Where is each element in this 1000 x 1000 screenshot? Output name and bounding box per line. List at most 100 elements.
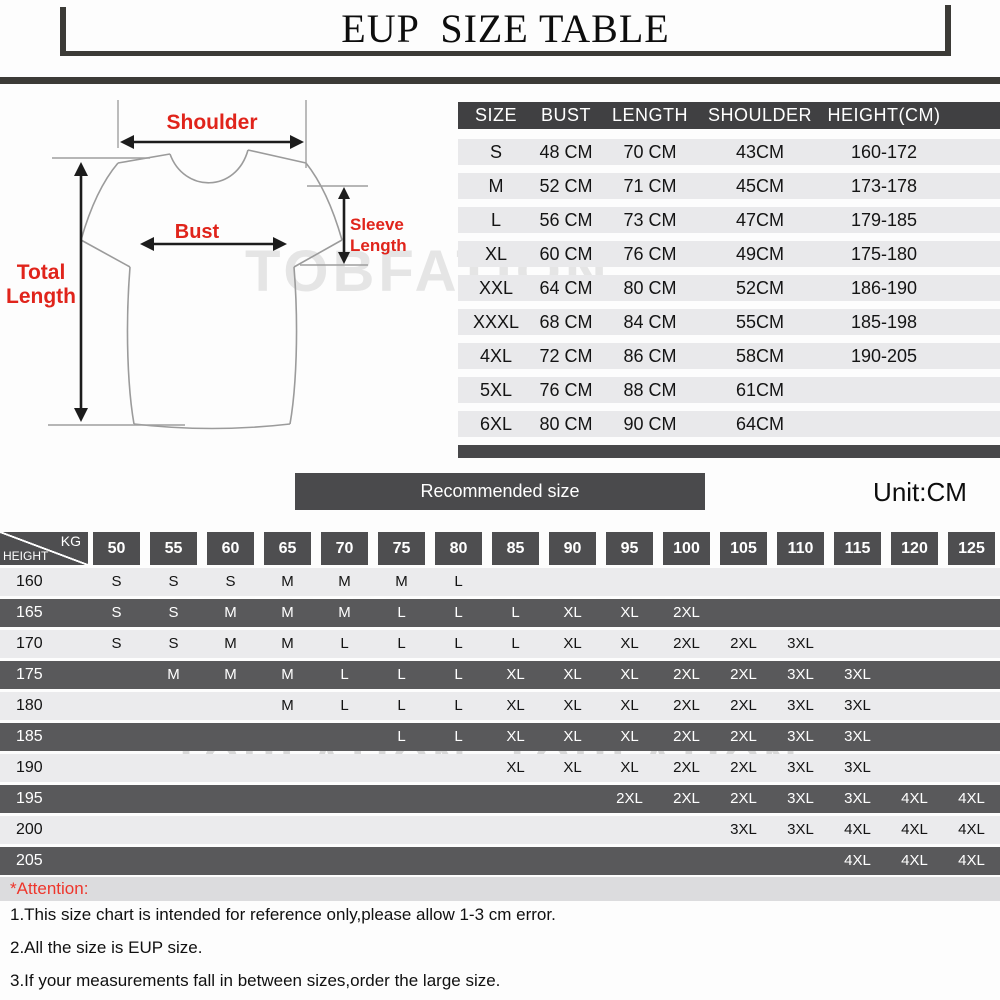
matrix-row: 195 2XL 2XL 2XL 3XL 3XL 4XL 4XL (0, 785, 1000, 813)
recommended-size-cell (943, 754, 1000, 782)
recommended-size-cell: M (281, 573, 294, 590)
recommended-size-cell (886, 692, 943, 720)
recommended-size-cell: 3XL (730, 821, 757, 838)
height-row-label: 205 (16, 852, 43, 869)
size-table: SIZE BUST LENGTH SHOULDER HEIGHT(CM) S 48 CM 7… (458, 102, 1000, 437)
recommended-size-cell (715, 568, 772, 596)
recommended-size-cell (316, 754, 373, 782)
kg-axis-label: KG (60, 533, 81, 549)
recommended-size-cell (145, 847, 202, 875)
size-table-cell: 64 CM (539, 278, 593, 298)
height-row-label: 160 (16, 573, 43, 590)
recommended-size-cell (886, 723, 943, 751)
recommended-size-cell: S (168, 604, 179, 621)
recommended-size-cell: XL (563, 635, 582, 652)
recommended-size-cell: L (397, 728, 406, 745)
size-table-cell: 72 CM (539, 346, 593, 366)
height-row-label: 200 (16, 821, 43, 838)
weight-column-header: 50 (93, 532, 140, 565)
weight-column-header: 120 (891, 532, 938, 565)
recommended-size-cell (88, 692, 145, 720)
recommended-size-cell: 2XL (673, 604, 700, 621)
recommended-size-cell: 2XL (673, 759, 700, 776)
recommended-size-cell: 3XL (844, 759, 871, 776)
size-table-column-header: SHOULDER (707, 105, 813, 125)
recommended-size-cell (544, 568, 601, 596)
recommended-size-cell: 2XL (730, 635, 757, 652)
recommended-size-cell: L (454, 604, 463, 621)
unit-label: Unit:CM (873, 477, 967, 507)
bust-label: Bust (175, 221, 220, 243)
recommended-size-cell (544, 816, 601, 844)
recommended-size-cell (202, 785, 259, 813)
bust-arrow (140, 237, 287, 251)
recommended-size-cell: L (397, 635, 406, 652)
size-table-cell: 48 CM (539, 142, 593, 162)
recommended-size-cell (316, 723, 373, 751)
recommended-size-cell (715, 599, 772, 627)
recommended-size-cell (430, 816, 487, 844)
recommended-size-cell: 2XL (730, 728, 757, 745)
recommended-size-cell (487, 816, 544, 844)
size-table-cell: 52CM (735, 278, 784, 298)
recommended-size-cell (601, 816, 658, 844)
header-divider-bar (0, 77, 1000, 84)
recommended-size-cell: L (511, 604, 520, 621)
recommended-size-cell: 2XL (673, 728, 700, 745)
size-table-cell: 84 CM (623, 312, 677, 332)
recommended-size-cell (316, 816, 373, 844)
sleeve-length-label-line1: Sleeve (350, 215, 404, 234)
height-row-label: 190 (16, 759, 43, 776)
size-table-cell: 43CM (735, 142, 784, 162)
recommended-size-cell: XL (620, 666, 639, 683)
height-row-label: 175 (16, 666, 43, 683)
sleeve-length-arrow (338, 187, 350, 264)
recommended-size-cell: L (397, 604, 406, 621)
attention-note: 2.All the size is EUP size. (10, 938, 203, 957)
matrix-row: 190 XL XL XL 2XL 2XL 3XL 3XL (0, 754, 1000, 782)
fit-matrix-body: 160 S S S M M M L 165 S S M M M L L L XL XL 2XL 170 S S M M L L L L X… (0, 568, 1000, 875)
recommended-size-cell: XL (620, 604, 639, 621)
recommended-size-cell (316, 847, 373, 875)
recommended-size-cell (886, 630, 943, 658)
recommended-size-cell: 4XL (958, 821, 985, 838)
weight-column-header: 60 (207, 532, 254, 565)
size-table-body: S 48 CM 70 CM 43CM 160-172 M 52 CM 71 CM 45CM 173… (458, 139, 1000, 437)
sleeve-length-label-line2: Length (350, 236, 407, 255)
size-table-cell: 70 CM (623, 142, 677, 162)
recommended-size-cell (88, 723, 145, 751)
size-table-row: 5XL 76 CM 88 CM 61CM (458, 377, 1000, 403)
recommended-size-cell (145, 785, 202, 813)
title-left-tick (60, 7, 66, 56)
recommended-size-cell: 3XL (844, 666, 871, 683)
recommended-size-cell (373, 816, 430, 844)
recommended-size-cell: L (454, 666, 463, 683)
matrix-row: 200 3XL 3XL 4XL 4XL 4XL (0, 816, 1000, 844)
recommended-size-cell: 2XL (730, 759, 757, 776)
recommended-size-cell: XL (506, 666, 525, 683)
recommended-size-cell (88, 816, 145, 844)
size-table-cell (818, 411, 1000, 437)
size-table-cell: 55CM (735, 312, 784, 332)
size-table-cell: 175-180 (850, 244, 918, 264)
attention-notes: 1.This size chart is intended for refere… (10, 905, 990, 1000)
recommended-size-cell (544, 785, 601, 813)
recommended-size-cell: 4XL (958, 852, 985, 869)
recommended-size-cell (886, 661, 943, 689)
recommended-size-cell: M (281, 697, 294, 714)
recommended-size-cell: L (340, 697, 349, 714)
matrix-row: 185 L L XL XL XL 2XL 2XL 3XL 3XL (0, 723, 1000, 751)
recommended-size-cell: L (454, 635, 463, 652)
matrix-row: 180 M L L L XL XL XL 2XL 2XL 3XL 3XL (0, 692, 1000, 720)
recommended-size-cell: XL (620, 759, 639, 776)
recommended-size-cell: M (338, 573, 351, 590)
recommended-size-cell (487, 785, 544, 813)
recommended-size-cell (886, 754, 943, 782)
weight-column-header: 75 (378, 532, 425, 565)
recommended-size-cell (772, 599, 829, 627)
page-title: EUP SIZE TABLE (341, 6, 670, 51)
recommended-size-cell (145, 692, 202, 720)
size-table-cell: 64CM (735, 414, 784, 434)
weight-column-header: 55 (150, 532, 197, 565)
height-row-label: 185 (16, 728, 43, 745)
